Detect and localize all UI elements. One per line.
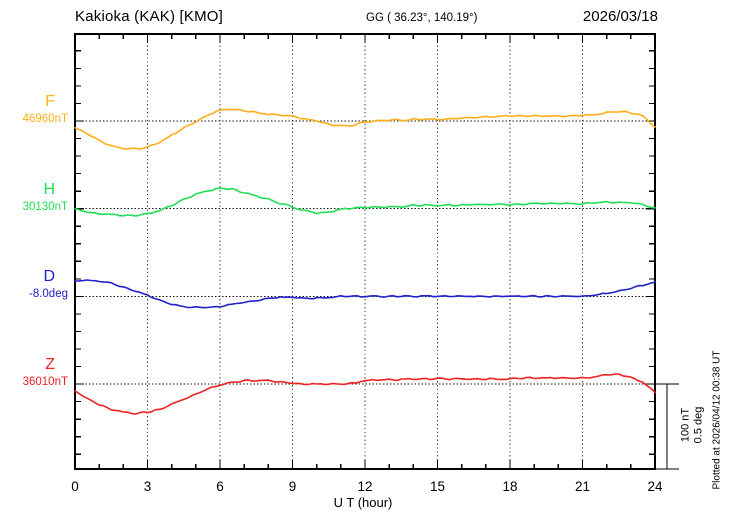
curve-D xyxy=(74,279,656,309)
channel-label-z: Z 36010nT xyxy=(0,357,68,389)
x-tick-label-18: 18 xyxy=(502,479,517,494)
plot-frame xyxy=(74,33,656,470)
scale-bar-label-deg: 0.5 deg xyxy=(692,406,704,444)
channel-value-d: -8.0deg xyxy=(28,288,68,301)
channel-letter-z: Z xyxy=(45,356,55,373)
x-tick-label-12: 12 xyxy=(357,479,372,494)
x-tick-label-6: 6 xyxy=(216,479,224,494)
curve-F xyxy=(74,108,656,150)
x-tick-label-24: 24 xyxy=(647,479,663,494)
channel-letter-f: F xyxy=(45,93,55,110)
geographic-coords: GG ( 36.23°, 140.19°) xyxy=(366,12,478,24)
plotted-at-note: Plotted at 2026/04/12 00:38 UT xyxy=(711,350,723,490)
x-tick-label-15: 15 xyxy=(430,479,445,494)
channel-label-f: F 46960nT xyxy=(0,94,68,126)
channel-letter-d: D xyxy=(43,268,55,286)
x-tick-label-3: 3 xyxy=(144,479,152,494)
channel-label-d: D -8.0deg xyxy=(0,269,68,301)
curve-H xyxy=(74,187,656,217)
x-tick-label-21: 21 xyxy=(575,479,590,494)
curve-Z xyxy=(74,373,656,415)
plot-date: 2026/03/18 xyxy=(582,8,658,25)
x-tick-label-9: 9 xyxy=(289,479,297,494)
scale-bar-label: 100 nT 0.5 deg xyxy=(679,407,704,444)
station-title: Kakioka (KAK) [KMO] xyxy=(75,8,224,25)
channel-letter-h: H xyxy=(43,180,55,198)
channel-value-f: 46960nT xyxy=(22,113,68,125)
scale-bar-label-nt: 100 nT xyxy=(679,407,692,443)
x-axis-label: U T (hour) xyxy=(334,495,393,510)
channel-value-z: 36010nT xyxy=(22,376,68,388)
channel-label-h: H 30130nT xyxy=(0,180,68,214)
channel-value-h: 30130nT xyxy=(22,200,68,213)
x-tick-label-0: 0 xyxy=(71,479,79,494)
